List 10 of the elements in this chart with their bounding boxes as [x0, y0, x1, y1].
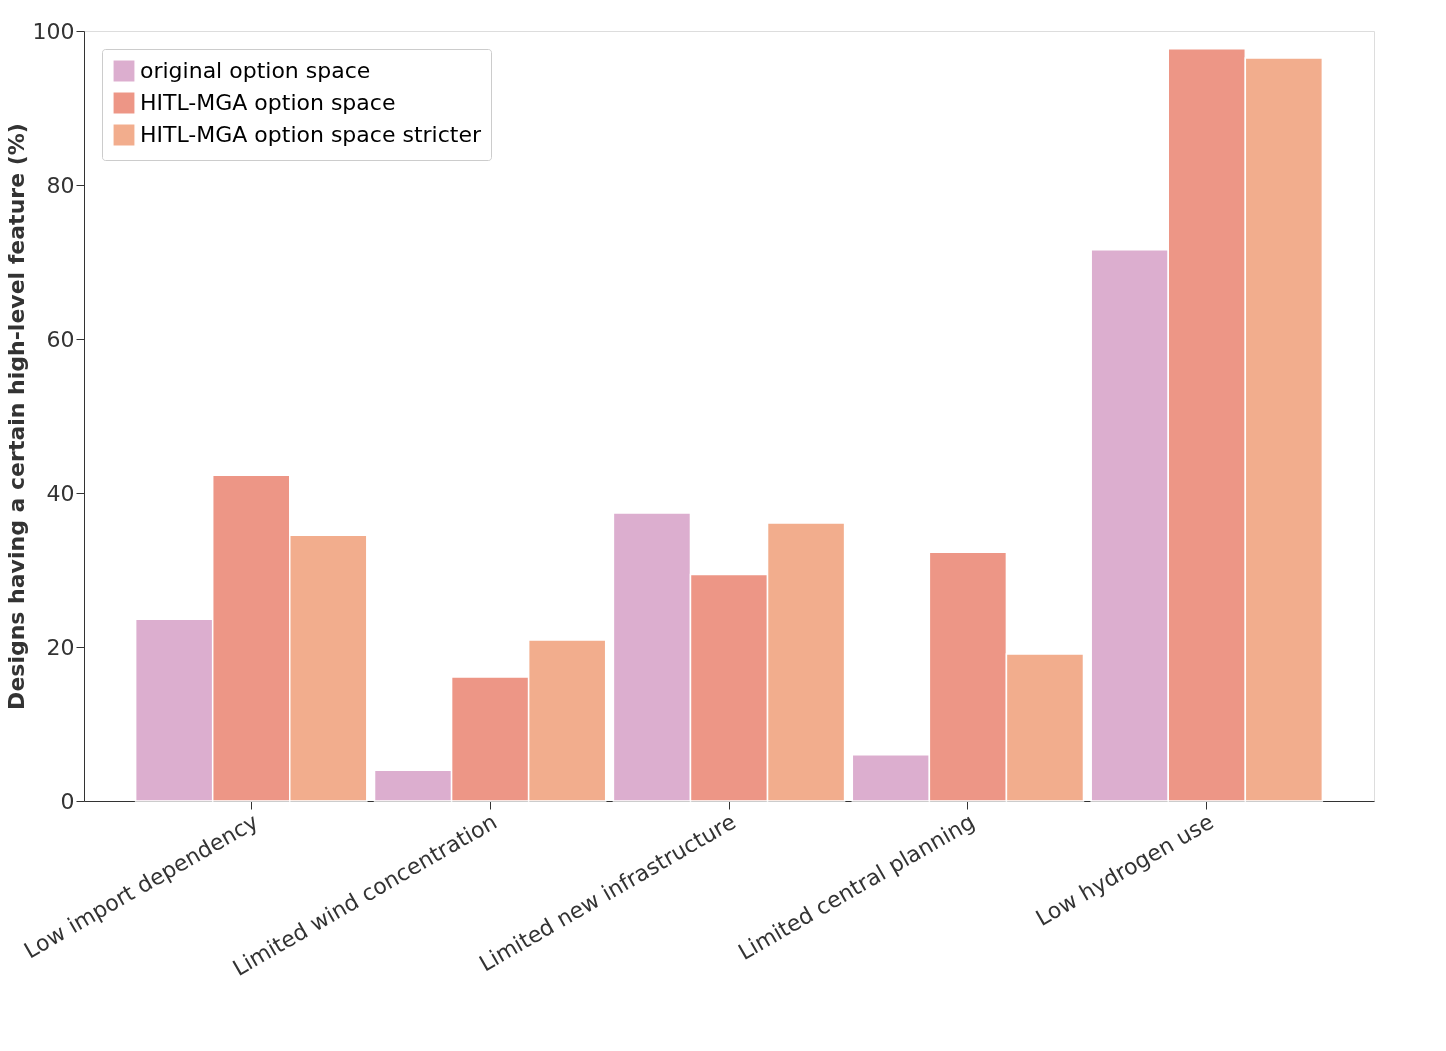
- y-axis-title: Designs having a certain high-level feature (%): [3, 123, 29, 710]
- y-tick-label: 80: [46, 172, 75, 198]
- y-tick-label: 20: [46, 634, 75, 660]
- y-tick-label: 0: [60, 788, 75, 814]
- y-tick-label: 40: [46, 480, 75, 506]
- legend-label: original option space: [140, 58, 371, 83]
- y-tick-label: 100: [32, 18, 75, 44]
- legend-label: HITL-MGA option space: [140, 90, 396, 115]
- legend-label: HITL-MGA option space stricter: [140, 122, 482, 147]
- y-tick-label: 60: [46, 326, 75, 352]
